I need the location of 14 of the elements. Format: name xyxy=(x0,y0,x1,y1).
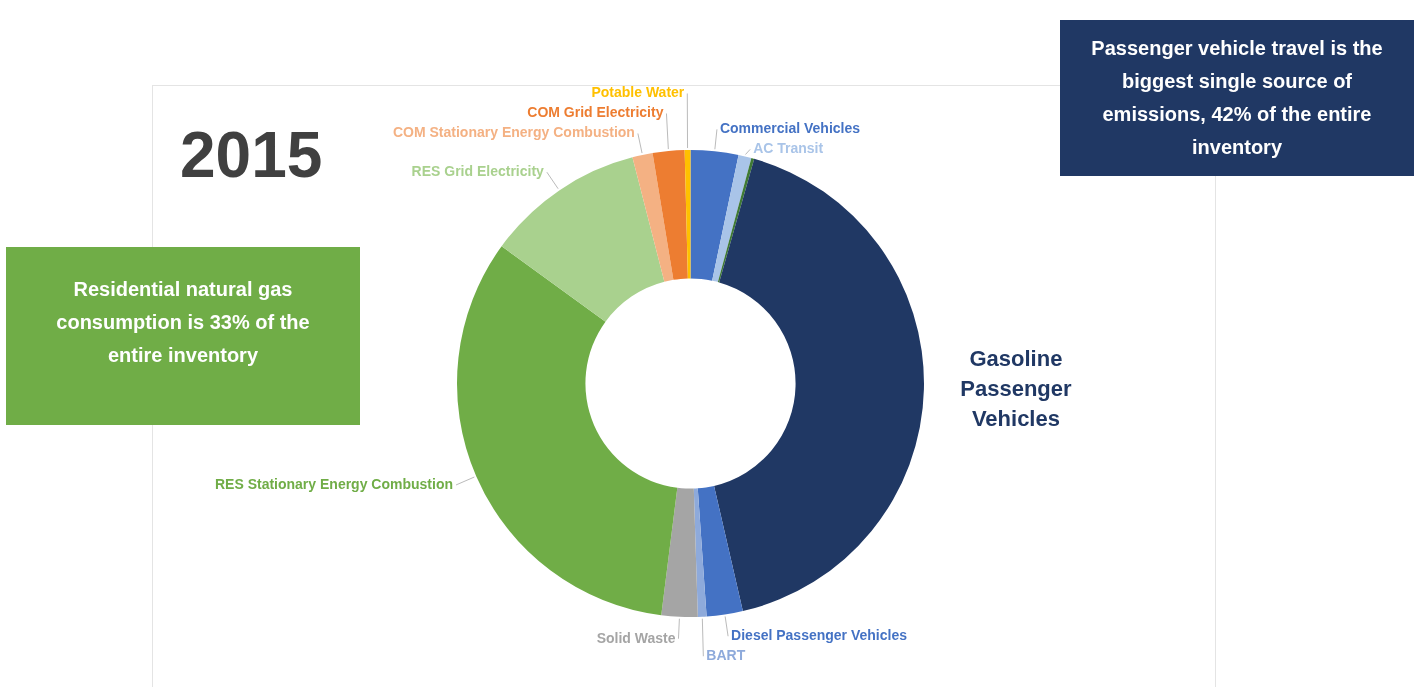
slice-label: BART xyxy=(706,647,746,664)
slice-label: Solid Waste xyxy=(596,629,676,646)
slice-label: COM Stationary Energy Combustion xyxy=(392,124,635,141)
slice-label: RES Stationary Energy Combustion xyxy=(214,475,454,492)
slice-label: Potable Water xyxy=(591,84,685,101)
text: 2015 xyxy=(180,118,323,192)
slice-label: COM Grid Electricity xyxy=(527,104,664,121)
slice-label: RES Grid Electricity xyxy=(411,163,545,180)
slice-label: Diesel Passenger Vehicles xyxy=(731,627,908,644)
slice-label: Gasoline Passenger Vehicles xyxy=(960,345,1072,431)
text: Passenger vehicle travel is the biggest single source of emissions, 42% of the entire inventory xyxy=(1060,20,1414,176)
slice-label: AC Transit xyxy=(753,140,824,157)
text: Residential natural gas consumption is 33% of the entire inventory xyxy=(6,247,360,425)
slice-label: Commercial Vehicles xyxy=(719,120,861,137)
